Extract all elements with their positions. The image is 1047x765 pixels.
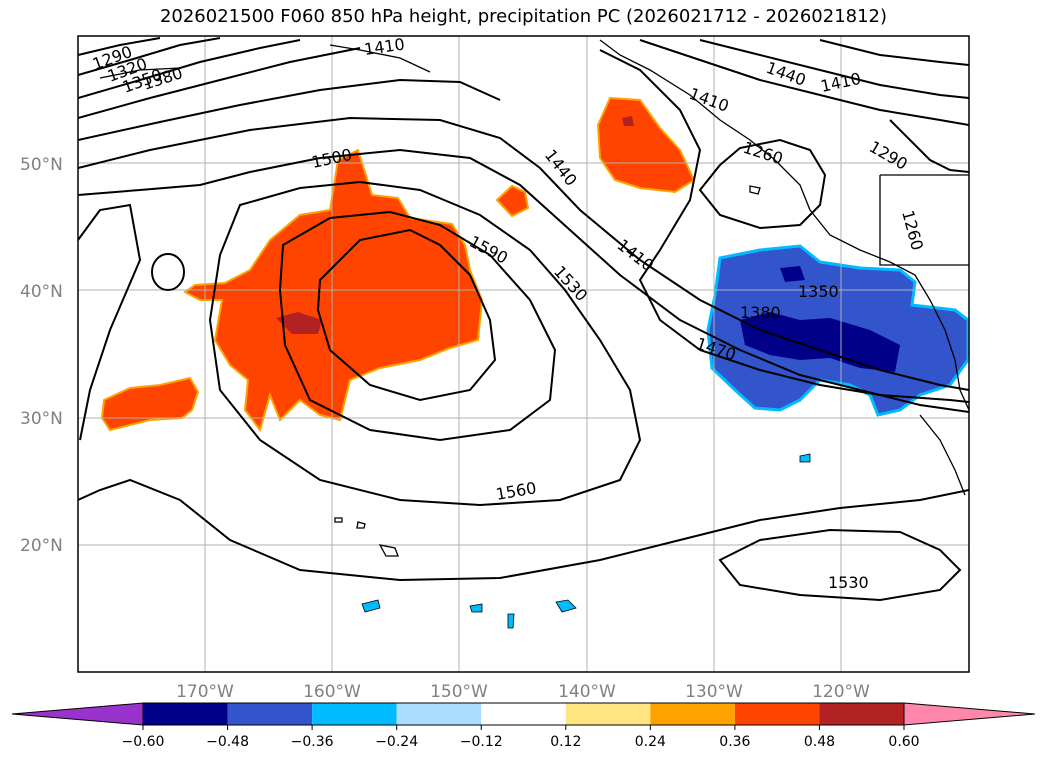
plot-border xyxy=(77,35,970,673)
colorbar-bin xyxy=(481,703,566,725)
chart-title: 2026021500 F060 850 hPa height, precipit… xyxy=(159,6,888,27)
colorbar-bin xyxy=(312,703,397,725)
lon-tick-label: 170°W xyxy=(176,682,234,702)
colorbar-bin xyxy=(565,703,651,725)
colorbar-bin xyxy=(650,703,735,725)
lon-tick-label: 120°W xyxy=(812,682,870,702)
precip-positive-region-alaska xyxy=(596,96,696,194)
colorbar-bin xyxy=(734,703,820,725)
lon-tick-label: 130°W xyxy=(685,682,743,702)
colorbar-bin xyxy=(227,703,313,725)
colorbar-tick-label: 0.48 xyxy=(804,734,835,750)
colorbar-bin xyxy=(143,703,228,725)
lat-tick-label: 20°N xyxy=(20,536,63,556)
colorbar-tick-label: −0.48 xyxy=(206,734,249,750)
colorbar-tick-label: −0.36 xyxy=(291,734,334,750)
coastlines xyxy=(99,39,969,557)
colorbar-extend-min xyxy=(11,702,144,726)
colorbar-tick-label: −0.24 xyxy=(375,734,418,750)
colorbar-tick-label: −0.12 xyxy=(460,734,503,750)
colorbar-outline xyxy=(142,702,905,726)
lat-tick-label: 30°N xyxy=(20,409,63,429)
lon-tick-label: 140°W xyxy=(558,682,616,702)
colorbar-extend-max xyxy=(903,702,1036,726)
contour-label: 1380 xyxy=(740,303,781,322)
height-contours xyxy=(78,37,969,602)
colorbar-tick-label: −0.60 xyxy=(122,734,165,750)
lat-tick-label: 40°N xyxy=(20,282,63,302)
longitude-labels: 170°W 160°W 150°W 140°W 130°W 120°W xyxy=(176,682,870,702)
contour-label: 1530 xyxy=(828,573,869,592)
lon-tick-label: 150°W xyxy=(430,682,488,702)
latitude-labels: 20°N 30°N 40°N 50°N xyxy=(20,155,63,556)
lat-tick-label: 50°N xyxy=(20,155,63,175)
colorbar: −0.60 −0.48 −0.36 −0.24 −0.12 0.12 0.24 0.36 0.4… xyxy=(11,702,1036,750)
colorbar-tick-label: 0.24 xyxy=(635,734,666,750)
colorbar-tick-label: 0.36 xyxy=(719,734,750,750)
colorbar-bin xyxy=(819,703,904,725)
contour-label: 1350 xyxy=(798,282,839,301)
colorbar-tick-label: 0.12 xyxy=(550,734,581,750)
colorbar-bin xyxy=(396,703,482,725)
colorbar-tick-label: 0.60 xyxy=(888,734,919,750)
lon-tick-label: 160°W xyxy=(303,682,361,702)
